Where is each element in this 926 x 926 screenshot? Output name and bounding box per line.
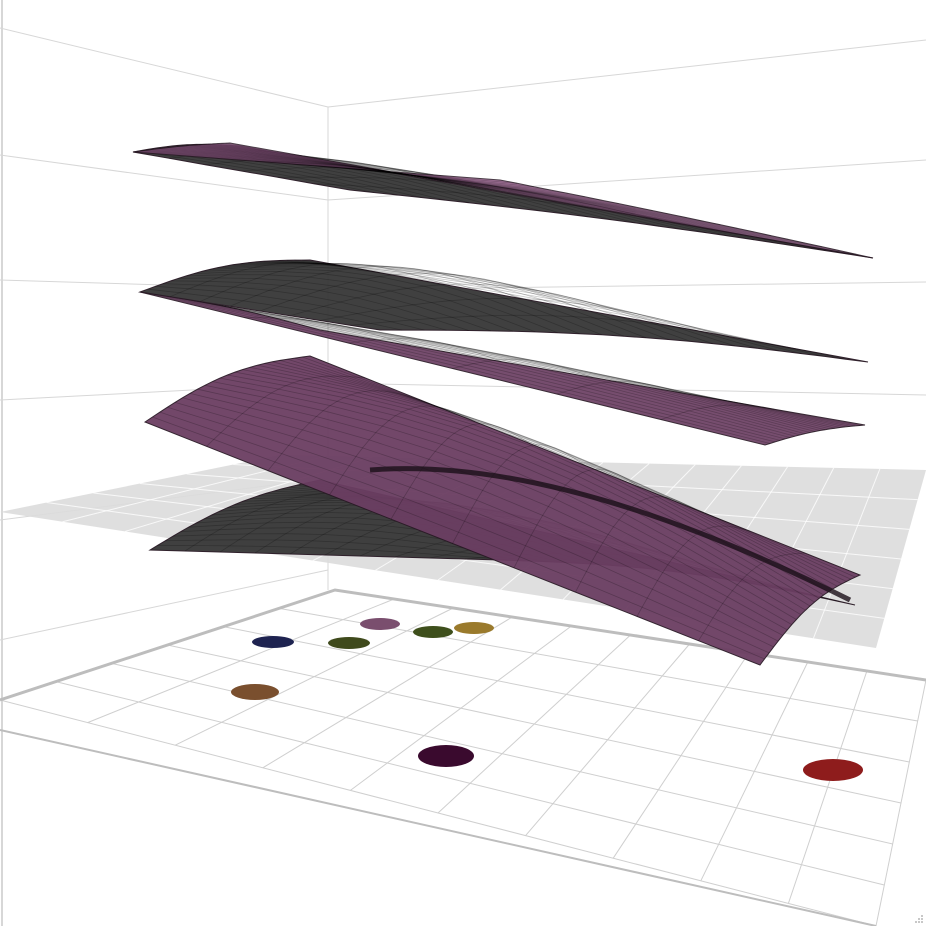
surface-top (133, 144, 873, 258)
scatter-point (360, 618, 400, 630)
floor-gridline (0, 700, 876, 926)
floor-gridline (223, 627, 909, 762)
floor-gridline (168, 645, 902, 803)
pane-gridline (328, 40, 926, 107)
scatter-point (803, 759, 863, 781)
pane-gridline (0, 28, 328, 107)
scatter-point (418, 745, 474, 767)
pane-gridline (0, 570, 328, 640)
scatter-point (454, 622, 494, 634)
floor-gridline (56, 682, 885, 885)
scatter-point (413, 626, 453, 638)
floor-gridline (112, 663, 893, 844)
scatter-point (328, 637, 370, 649)
scatter-point (231, 684, 279, 700)
scatter-point (252, 636, 294, 648)
resize-grip-icon[interactable] (912, 912, 924, 924)
